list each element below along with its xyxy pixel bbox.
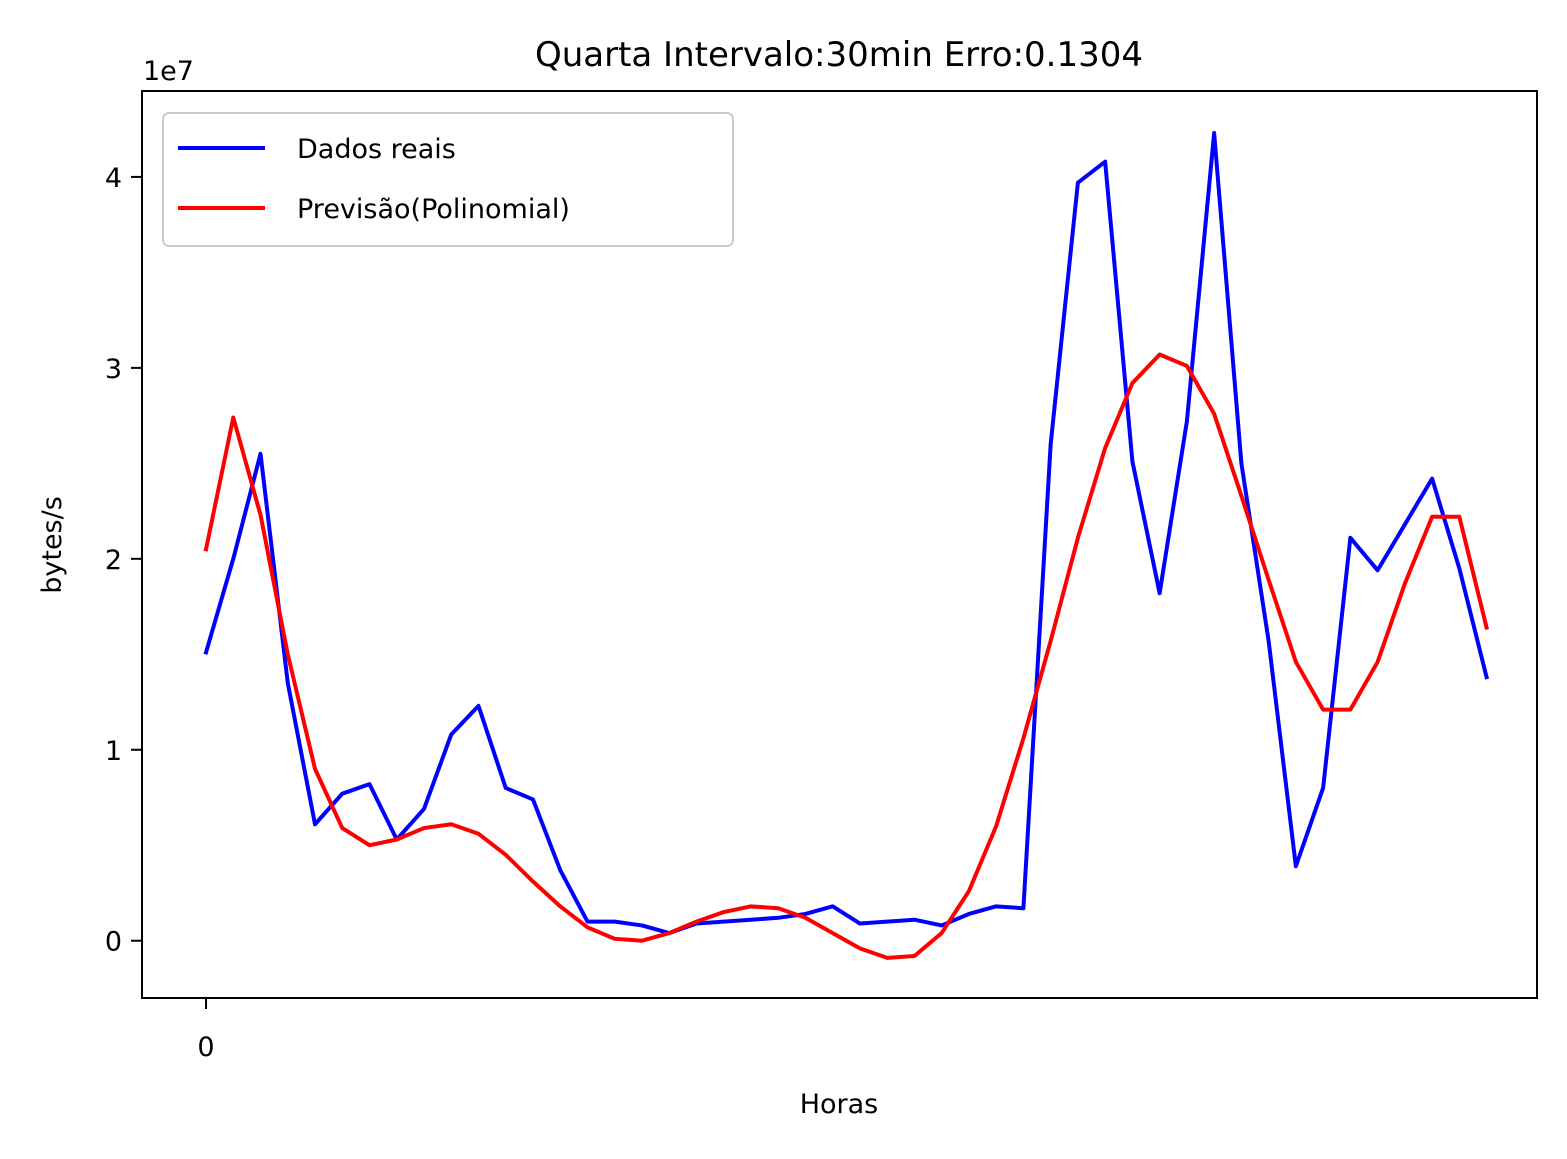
y-tick-label: 3 [105,354,122,385]
x-axis-label: Horas [800,1089,879,1120]
series-layer [203,131,1490,960]
y-tick-label: 4 [105,163,122,194]
legend: Dados reais Previsão(Polinomial) [162,112,734,247]
x-tick-label: 0 [197,1032,214,1063]
y-tick-label: 0 [105,927,122,958]
y-tick-label: 1 [105,736,122,767]
y-tick-label: 2 [105,545,122,576]
y-axis-offset-label: 1e7 [143,56,194,87]
chart-title: Quarta Intervalo:30min Erro:0.1304 [535,35,1143,75]
y-axis-ticks: 0 1 2 3 4 [105,163,142,958]
y-axis-label: bytes/s [37,496,68,594]
series-line-dados-reais [203,131,1490,936]
legend-box [162,112,734,247]
legend-label-dados-reais: Dados reais [297,134,456,165]
series-line-previsao-polinomial [203,352,1490,960]
x-axis-ticks: 0 [197,998,215,1063]
plot-frame [141,90,1538,999]
legend-label-previsao: Previsão(Polinomial) [297,194,570,225]
